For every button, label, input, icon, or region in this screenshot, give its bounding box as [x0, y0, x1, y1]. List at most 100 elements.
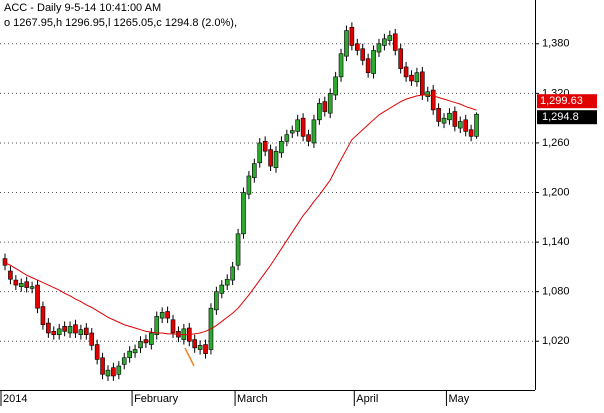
candle-body: [89, 332, 95, 346]
candle-body: [154, 316, 160, 335]
candle-body: [398, 48, 403, 69]
y-tick-label: 1,080: [542, 286, 570, 298]
candle-body: [317, 102, 322, 121]
last-price-label: 1,294.8: [542, 111, 579, 123]
candle-body: [306, 134, 311, 142]
candle-body: [149, 332, 154, 345]
ma-price-label: 1,299.63: [540, 95, 583, 107]
candle-body: [414, 72, 420, 83]
candle-body: [56, 328, 62, 335]
candle-body: [100, 357, 105, 375]
candle-body: [29, 286, 35, 289]
candle-body: [463, 119, 469, 132]
candle-body: [273, 150, 279, 169]
candle-body: [241, 192, 246, 235]
candle-body: [143, 339, 149, 344]
x-tick-label: 2014: [3, 393, 27, 405]
candle-body: [67, 326, 73, 334]
candle-body: [457, 121, 463, 129]
candle-body: [409, 74, 414, 82]
candle-body: [197, 345, 203, 350]
x-tick-label: February: [134, 393, 179, 405]
candle-body: [214, 291, 219, 311]
x-tick-label: April: [356, 393, 378, 405]
candle-body: [219, 284, 225, 294]
candle-body: [24, 281, 29, 288]
y-tick-label: 1,020: [542, 335, 570, 347]
candle-body: [138, 340, 143, 349]
candle-body: [289, 130, 295, 134]
candle-body: [252, 163, 257, 178]
candle-body: [441, 117, 447, 124]
candle-body: [116, 365, 122, 375]
candle-body: [8, 270, 13, 280]
candle-body: [338, 53, 344, 78]
candle-body: [159, 312, 165, 319]
candle-body: [392, 33, 398, 51]
candle-body: [344, 30, 349, 57]
candle-body: [365, 58, 371, 74]
candle-body: [387, 35, 393, 41]
candle-body: [327, 93, 333, 114]
candle-body: [224, 278, 230, 286]
candle-body: [246, 175, 252, 195]
y-tick-label: 1,200: [542, 186, 570, 198]
x-tick-label: May: [448, 393, 469, 405]
candle-body: [430, 89, 436, 111]
chart-subtitle: o 1267.95,h 1296.95,l 1265.05,c 1294.8 (…: [4, 17, 237, 29]
candle-body: [403, 66, 409, 78]
candle-body: [311, 119, 317, 144]
y-tick-label: 1,260: [542, 137, 570, 149]
candle-body: [349, 26, 355, 46]
candle-body: [295, 119, 300, 132]
candle-body: [452, 111, 458, 127]
candle-body: [354, 43, 360, 51]
candle-body: [279, 140, 284, 154]
candle-body: [322, 101, 328, 112]
candle-body: [360, 48, 366, 61]
candle-body: [333, 76, 338, 96]
candle-body: [62, 326, 67, 332]
candle-body: [121, 357, 127, 365]
candle-body: [78, 329, 84, 335]
candle-body: [235, 233, 241, 266]
candle-body: [51, 331, 57, 335]
candle-body: [2, 258, 8, 266]
candle-body: [447, 112, 452, 121]
candle-body: [230, 266, 235, 281]
candle-body: [192, 339, 197, 349]
candle-body: [111, 367, 116, 377]
candle-body: [474, 113, 479, 137]
moving-average-line: [4, 94, 477, 336]
candle-body: [105, 369, 111, 377]
x-tick-label: March: [237, 393, 268, 405]
y-tick-label: 1,380: [542, 38, 570, 50]
candle-body: [94, 344, 100, 360]
drawing-stroke: [184, 347, 195, 367]
ma-price-box: [537, 94, 597, 109]
chart-title: ACC - Daily 9-5-14 10:41:00 AM: [4, 2, 161, 14]
candle-body: [262, 140, 268, 152]
candle-body: [284, 134, 290, 142]
candle-body: [132, 349, 138, 354]
candle-body: [376, 43, 382, 53]
candle-body: [18, 283, 24, 288]
candle-body: [425, 91, 431, 97]
candle-body: [46, 322, 51, 334]
last-price-box: [537, 110, 597, 125]
candle-body: [300, 117, 306, 137]
candle-body: [371, 50, 376, 74]
candle-body: [35, 284, 40, 309]
candle-body: [257, 142, 263, 164]
candle-body: [382, 38, 387, 46]
candle-body: [420, 71, 425, 96]
candle-body: [40, 306, 46, 326]
y-tick-label: 1,140: [542, 236, 570, 248]
candle-body: [436, 107, 441, 122]
candle-body: [84, 327, 89, 335]
candle-body: [13, 279, 19, 286]
candle-body: [127, 350, 132, 359]
